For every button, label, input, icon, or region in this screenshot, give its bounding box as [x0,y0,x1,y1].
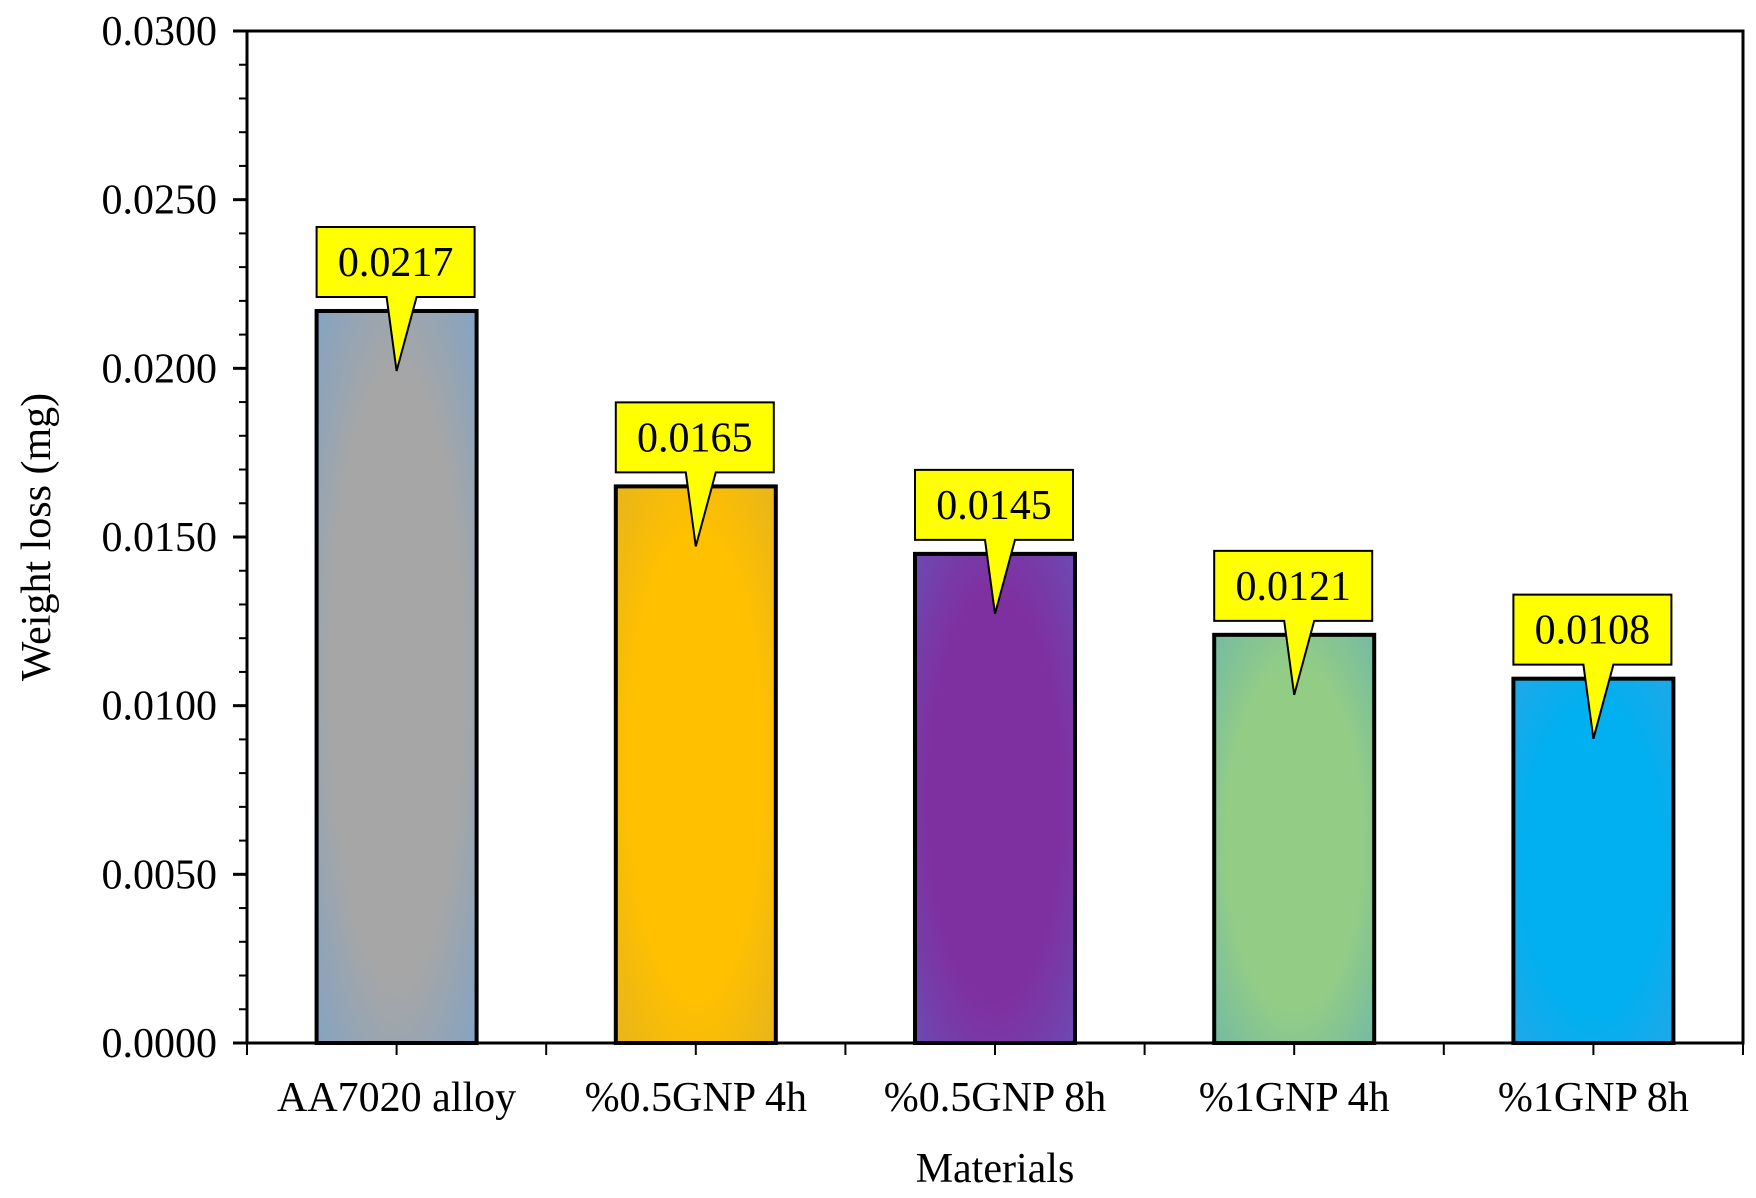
bars-group [314,308,1676,1045]
data-label: 0.0121 [1235,564,1351,610]
data-callout [914,468,1074,615]
bar [613,484,778,1045]
x-category-label: %0.5GNP 8h [884,1075,1106,1121]
y-tick-label: 0.0250 [102,178,218,224]
bar [314,308,479,1045]
data-label: 0.0108 [1535,608,1651,654]
data-label: 0.0165 [637,415,753,461]
y-tick-label: 0.0300 [102,9,218,55]
y-tick-label: 0.0150 [102,515,218,561]
y-tick-label: 0.0200 [102,346,218,392]
bar [1212,632,1377,1045]
y-tick-label: 0.0050 [102,852,218,898]
data-callout [614,401,775,547]
bar [913,551,1077,1045]
data-label: 0.0217 [338,240,454,286]
data-callout [1512,593,1673,739]
y-axis-ticks: 0.0000 0.0050 0.0100 0.0150 0.0200 0.0250 0.03… [102,9,247,1067]
data-label-callouts: 0.0217 0.0165 0.0145 0.0121 0.0108 [315,225,1673,739]
x-category-label: %1GNP 8h [1498,1075,1689,1121]
x-axis-ticks: AA7020 alloy %0.5GNP 4h %0.5GNP 8h %1GNP 4h… [246,1043,1744,1121]
y-tick-label: 0.0000 [102,1021,218,1067]
y-tick-label: 0.0100 [102,684,218,730]
x-category-label: %0.5GNP 4h [585,1075,807,1121]
bar [1511,676,1676,1045]
x-category-label: AA7020 alloy [277,1075,516,1121]
data-callout [315,225,476,372]
y-axis-title: Weight loss (mg) [14,393,60,681]
x-axis-title: Materials [916,1146,1075,1192]
x-category-label: %1GNP 4h [1199,1075,1390,1121]
data-label: 0.0145 [936,483,1052,529]
data-callout [1213,549,1374,696]
